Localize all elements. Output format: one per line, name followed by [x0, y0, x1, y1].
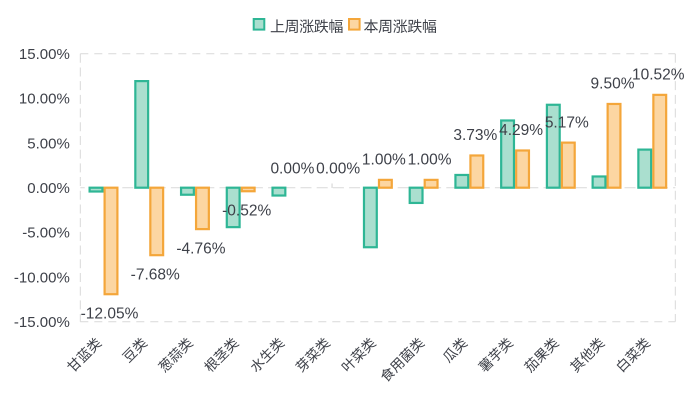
svg-text:-7.68%: -7.68%	[131, 267, 180, 284]
svg-text:1.00%: 1.00%	[362, 152, 406, 169]
svg-text:10.52%: 10.52%	[632, 67, 685, 84]
svg-text:0.00%: 0.00%	[270, 161, 314, 178]
svg-text:0.00%: 0.00%	[316, 161, 360, 178]
svg-text:9.50%: 9.50%	[591, 76, 635, 93]
svg-text:-0.52%: -0.52%	[222, 203, 271, 220]
svg-text:0.00%: 0.00%	[27, 180, 70, 197]
svg-text:5.17%: 5.17%	[545, 114, 589, 131]
svg-text:-15.00%: -15.00%	[14, 314, 70, 331]
svg-text:-12.05%: -12.05%	[81, 306, 139, 323]
svg-text:-4.76%: -4.76%	[176, 241, 225, 258]
svg-text:15.00%: 15.00%	[19, 46, 70, 63]
svg-text:4.29%: 4.29%	[499, 122, 543, 139]
svg-text:3.73%: 3.73%	[453, 127, 497, 144]
svg-text:5.00%: 5.00%	[27, 135, 70, 152]
svg-text:-10.00%: -10.00%	[14, 269, 70, 286]
svg-text:-5.00%: -5.00%	[22, 225, 70, 242]
svg-text:1.00%: 1.00%	[408, 152, 452, 169]
svg-text:10.00%: 10.00%	[19, 91, 70, 108]
